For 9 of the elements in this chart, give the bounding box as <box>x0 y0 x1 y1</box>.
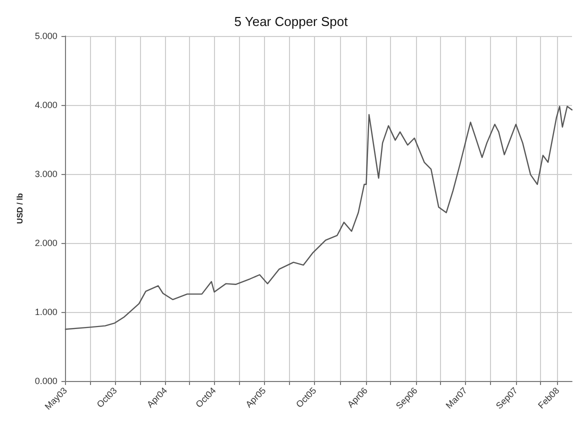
line-series <box>64 106 573 330</box>
chart-title: 5 Year Copper Spot <box>234 14 348 29</box>
y-tick-label: 5.000 <box>34 31 58 41</box>
y-axis-title: USD / lb <box>16 193 24 224</box>
y-tick-label: 2.000 <box>34 238 58 248</box>
y-tick-label: 3.000 <box>34 169 58 179</box>
y-tick-label: 4.000 <box>34 100 58 110</box>
y-tick-label: 1.000 <box>34 307 58 317</box>
y-tick-label: 0.000 <box>34 376 58 386</box>
